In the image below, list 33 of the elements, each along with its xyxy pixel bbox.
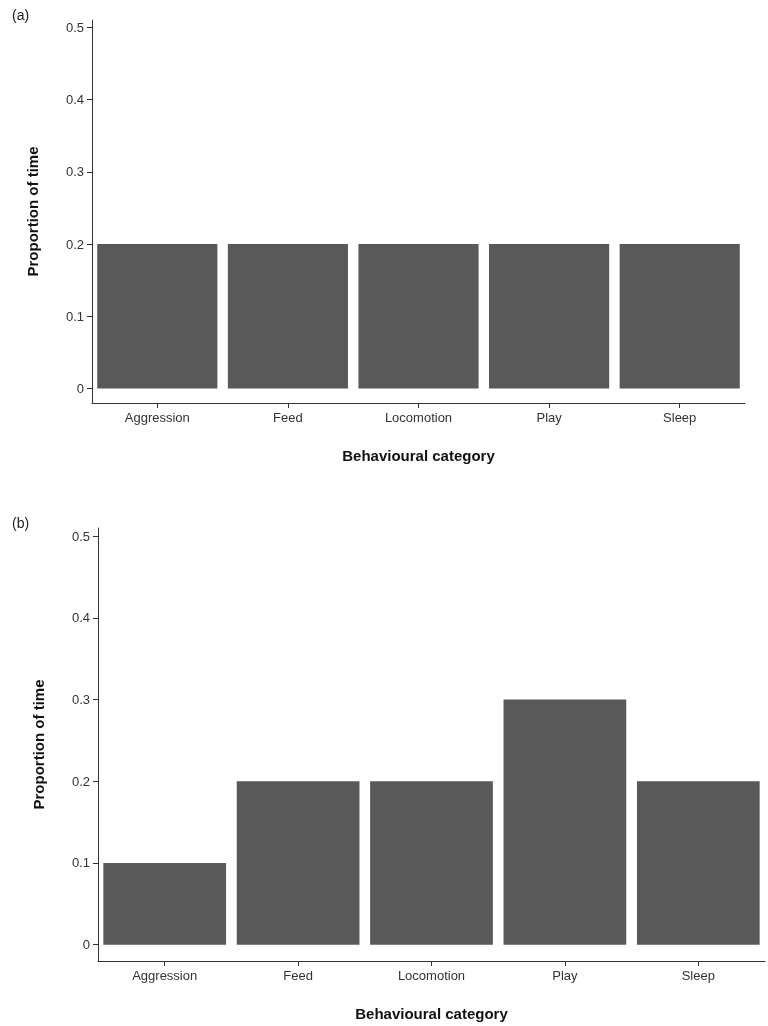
text: (a): [12, 7, 30, 23]
bar: [236, 781, 360, 945]
bar: [103, 862, 227, 945]
text: (b): [12, 515, 30, 531]
x-tick-label: Play: [552, 968, 579, 983]
x-axis-title: Behavioural category: [342, 447, 496, 464]
y-tick-label: 0.4: [65, 91, 84, 107]
y-tick-label: 0.1: [71, 855, 90, 871]
x-tick-label: Aggression: [132, 968, 198, 983]
bar: [636, 781, 760, 945]
y-axis-title: Proportion of time: [30, 679, 47, 810]
y-tick-label: 0.5: [71, 528, 90, 544]
x-tick-label: Aggression: [124, 410, 190, 425]
y-tick-label: 0.3: [71, 692, 90, 708]
x-axis-title: Behavioural category: [355, 1005, 509, 1022]
x-tick-label: Feed: [273, 410, 303, 425]
y-tick-label: 0: [76, 381, 84, 397]
x-tick-label: Sleep: [681, 968, 715, 983]
x-tick-label: Feed: [283, 968, 313, 983]
x-tick-label: Locomotion: [384, 410, 453, 425]
y-axis-title: Proportion of time: [24, 146, 41, 277]
x-tick-label: Locomotion: [397, 968, 466, 983]
x-tick-label: Play: [536, 410, 563, 425]
bar: [503, 699, 627, 945]
y-tick-label: 0.4: [71, 610, 90, 626]
bar: [370, 781, 493, 945]
y-tick-label: 0.5: [65, 19, 84, 35]
y-tick-label: 0.3: [65, 164, 84, 180]
y-tick-label: 0.1: [65, 308, 84, 324]
y-tick-label: 0: [82, 937, 90, 953]
x-tick-label: Sleep: [663, 410, 697, 425]
y-tick-label: 0.2: [71, 773, 90, 789]
y-tick-label: 0.2: [65, 236, 84, 252]
